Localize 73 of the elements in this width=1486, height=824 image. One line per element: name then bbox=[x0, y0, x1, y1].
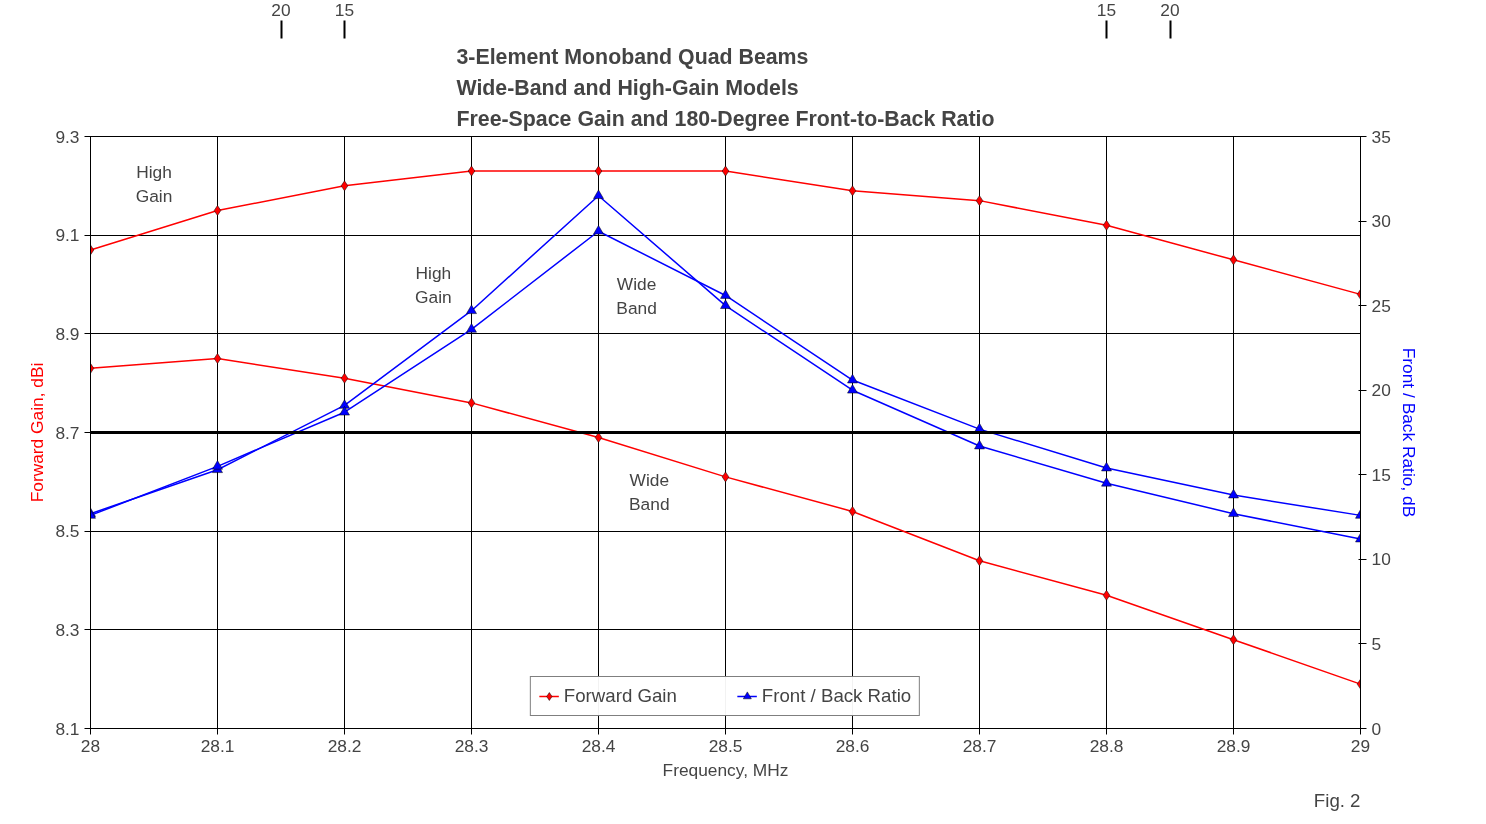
y-tick-label: 8.5 bbox=[55, 521, 80, 542]
x-axis-title: Frequency, MHz bbox=[662, 759, 789, 780]
point bbox=[593, 189, 604, 199]
point bbox=[848, 506, 857, 517]
point bbox=[340, 180, 349, 192]
text: 15 bbox=[334, 0, 355, 20]
point bbox=[1229, 254, 1238, 266]
x-tick-label: 28.7 bbox=[962, 735, 997, 756]
y-tick-label: 8.7 bbox=[55, 422, 80, 443]
point bbox=[339, 406, 350, 416]
x-tick-label: 28.4 bbox=[581, 735, 616, 756]
x-tick-label: 28 bbox=[80, 735, 101, 756]
point bbox=[593, 225, 604, 235]
x-tick-label: 28.6 bbox=[835, 735, 870, 756]
point bbox=[213, 205, 222, 216]
point bbox=[467, 165, 476, 177]
x-tick-label: 28.1 bbox=[200, 735, 235, 756]
point bbox=[975, 555, 984, 567]
point bbox=[847, 374, 858, 384]
y2-tick-label: 30 bbox=[1371, 211, 1391, 232]
y2-tick-label: 0 bbox=[1371, 718, 1382, 739]
legend-label: Front / Back Ratio bbox=[761, 685, 912, 707]
x-tick-label: 29 bbox=[1350, 735, 1371, 756]
y2-tick-label: 5 bbox=[1371, 633, 1382, 654]
point bbox=[340, 372, 349, 384]
y-tick-label: 8.1 bbox=[55, 718, 80, 739]
point bbox=[213, 353, 222, 364]
point bbox=[847, 384, 858, 394]
y-tick-label: 8.3 bbox=[55, 619, 80, 640]
point bbox=[1101, 477, 1112, 487]
y2-tick-label: 35 bbox=[1371, 126, 1391, 147]
point bbox=[1228, 507, 1239, 517]
annotation: Wide Band bbox=[616, 274, 657, 319]
point bbox=[594, 165, 603, 177]
point bbox=[721, 165, 730, 177]
annotation: High Gain bbox=[415, 262, 452, 307]
annotation: High Gain bbox=[135, 161, 173, 206]
y2-tick-label: 20 bbox=[1371, 380, 1391, 401]
point bbox=[720, 289, 731, 299]
point bbox=[467, 397, 476, 409]
y-tick-label: 9.3 bbox=[55, 126, 80, 147]
caption: Fig. 2 bbox=[1313, 789, 1361, 811]
point bbox=[1229, 634, 1238, 645]
point bbox=[1102, 590, 1111, 601]
point bbox=[974, 440, 985, 450]
annotation: Wide Band bbox=[629, 469, 670, 514]
y2-axis-title: Front / Back Ratio, dB bbox=[1398, 347, 1419, 518]
chart-title: 3-Element Monoband Quad Beams Wide-Band and High-Gain Models Free-Space Gain and 180-Degree Front-to-Back Ratio bbox=[456, 45, 995, 132]
x-tick-label: 28.9 bbox=[1216, 735, 1251, 756]
text: 15 bbox=[1096, 0, 1117, 20]
point bbox=[721, 471, 730, 483]
point bbox=[466, 304, 477, 314]
x-tick-label: 28.8 bbox=[1089, 735, 1124, 756]
legend-label: Forward Gain bbox=[563, 685, 677, 707]
point bbox=[975, 195, 984, 206]
y-tick-label: 8.9 bbox=[55, 323, 80, 344]
text: 20 bbox=[271, 0, 291, 20]
point bbox=[1228, 489, 1239, 499]
point bbox=[1101, 462, 1112, 472]
x-tick-label: 28.2 bbox=[327, 735, 362, 756]
y-tick-label: 9.1 bbox=[55, 225, 80, 246]
y2-tick-label: 25 bbox=[1371, 295, 1391, 316]
point bbox=[848, 185, 857, 197]
point bbox=[466, 323, 477, 333]
x-tick-label: 28.3 bbox=[454, 735, 489, 756]
y-axis-title: Forward Gain, dBi bbox=[27, 362, 48, 503]
point bbox=[339, 399, 350, 409]
point bbox=[720, 299, 731, 309]
y2-tick-label: 15 bbox=[1371, 464, 1391, 485]
x-tick-label: 28.5 bbox=[708, 735, 743, 756]
point bbox=[1102, 220, 1111, 231]
text: 20 bbox=[1160, 0, 1180, 20]
y2-tick-label: 10 bbox=[1371, 549, 1391, 570]
